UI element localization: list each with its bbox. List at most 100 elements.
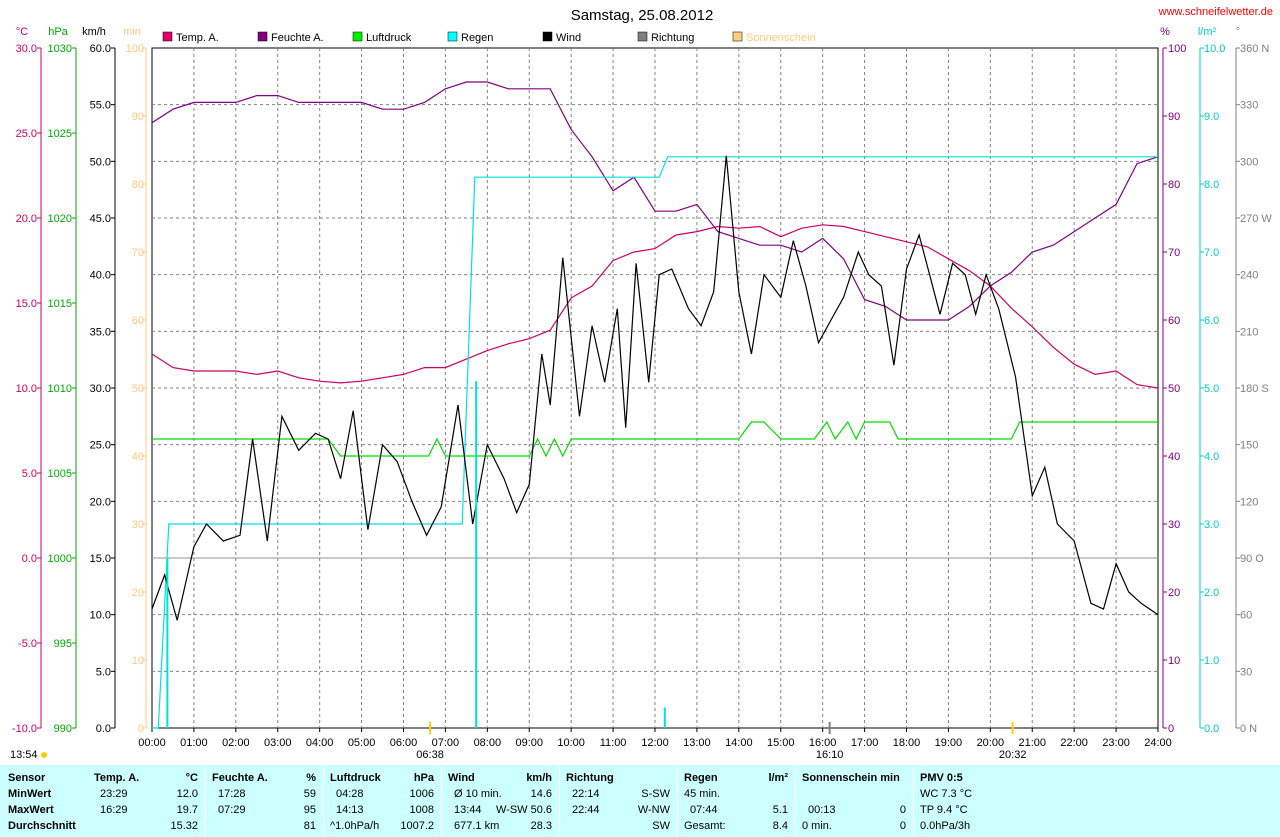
- hum-axis-tick-label: 0: [1168, 723, 1174, 735]
- rain-axis-tick-label: 10.0: [1204, 43, 1225, 55]
- wind-axis-tick-label: 0.0: [96, 723, 111, 735]
- series-luftdruck: [152, 420, 1158, 458]
- dir-min: S-SW: [641, 788, 670, 800]
- sun-axis-tick-label: 20: [132, 587, 144, 599]
- dir-axis-tick-label: 120: [1240, 496, 1258, 508]
- dir-axis-tick-label: 90 O: [1240, 553, 1264, 565]
- dir-head: Richtung: [566, 772, 614, 784]
- rain-total: 8.4: [772, 820, 788, 832]
- rain-axis-tick-label: 4.0: [1204, 451, 1219, 463]
- sunset-label: 20:32: [999, 749, 1027, 761]
- rain-axis-tick-label: 2.0: [1204, 587, 1219, 599]
- legend-swatch: [257, 31, 268, 42]
- x-tick-label: 12:00: [641, 737, 669, 749]
- x-tick-label: 00:00: [138, 737, 166, 749]
- wind-axis-tick-label: 40.0: [90, 270, 111, 282]
- sun-max-time: 00:13: [808, 804, 836, 816]
- wind-dist: 677.1 km: [454, 820, 500, 832]
- x-tick-label: 07:00: [432, 737, 460, 749]
- press-max: 1008: [409, 804, 434, 816]
- series-regen: [152, 156, 1158, 729]
- press-axis-tick-label: 995: [54, 638, 72, 650]
- x-tick-label: 14:00: [725, 737, 753, 749]
- sun-axis-tick-label: 50: [132, 383, 144, 395]
- wind-axis-tick-label: 30.0: [90, 383, 111, 395]
- hum-axis-unit: %: [1160, 26, 1170, 38]
- temp-min-time: 23:29: [100, 788, 128, 800]
- sun-axis-tick-label: 40: [132, 451, 144, 463]
- wind-head: Wind: [448, 772, 475, 784]
- dir-axis-tick-label: 300: [1240, 156, 1258, 168]
- legend-swatch: [732, 31, 743, 42]
- dir-axis-tick-label: 30: [1240, 666, 1252, 678]
- wind-axis-tick-label: 15.0: [90, 553, 111, 565]
- pmv-head: PMV 0:5: [920, 772, 963, 784]
- x-tick-label: 19:00: [935, 737, 963, 749]
- press-axis-tick-label: 1025: [48, 128, 72, 140]
- x-tick-label: 01:00: [180, 737, 208, 749]
- x-tick-label: 18:00: [893, 737, 921, 749]
- stats-row-sensor: Sensor: [8, 772, 46, 784]
- press-axis-tick-label: 990: [54, 723, 72, 735]
- rain-axis-tick-label: 9.0: [1204, 111, 1219, 123]
- hum-unit: %: [306, 772, 316, 784]
- dir-axis-tick-label: 210: [1240, 326, 1258, 338]
- hum-max: 95: [303, 804, 316, 816]
- wind-max: 50.6: [530, 804, 552, 816]
- press-unit: hPa: [413, 772, 434, 784]
- dir-axis-tick-label: 0 N: [1240, 723, 1257, 735]
- dir-avg: SW: [652, 820, 670, 832]
- hum-head: Feuchte A.: [212, 772, 268, 784]
- legend: Temp. A. Feuchte A. Luftdruck Regen Wind Rich…: [162, 31, 816, 44]
- press-max-time: 14:13: [336, 804, 364, 816]
- sun-axis-tick-label: 60: [132, 315, 144, 327]
- hum-axis-tick-label: 40: [1168, 451, 1180, 463]
- wind-axis-tick-label: 50.0: [90, 156, 111, 168]
- dir-axis-tick-label: 240: [1240, 270, 1258, 282]
- wind-max-time: 13:44: [454, 804, 482, 816]
- dir-axis-tick-label: 60: [1240, 610, 1252, 622]
- wind-avg: 14.6: [530, 788, 552, 800]
- sun-axis-unit: min: [123, 26, 141, 38]
- hum-axis-tick-label: 60: [1168, 315, 1180, 327]
- temp-max: 19.7: [176, 804, 198, 816]
- press-avg: 1007.2: [400, 820, 434, 832]
- hum-axis-tick-label: 30: [1168, 519, 1180, 531]
- temp-axis-tick-label: 10.0: [16, 383, 37, 395]
- sun-total: 0: [899, 820, 906, 832]
- press-min-time: 04:28: [336, 788, 364, 800]
- grid: [151, 47, 1159, 729]
- press-min: 1006: [409, 788, 434, 800]
- legend-swatch: [447, 31, 458, 42]
- series-wind: [151, 155, 1159, 621]
- rain-unit: l/m²: [768, 772, 788, 784]
- sun-axis-tick-label: 80: [132, 179, 144, 191]
- dir-min-time: 22:14: [572, 788, 600, 800]
- dir-max: W-NW: [637, 804, 670, 816]
- stats-row-min: MinWert: [8, 788, 52, 800]
- x-tick-label: 05:00: [348, 737, 376, 749]
- legend-label: Sonnenschein: [746, 32, 816, 44]
- pmv-wc: WC 7.3 °C: [920, 788, 973, 800]
- hum-axis-tick-label: 100: [1168, 43, 1186, 55]
- hum-axis-tick-label: 20: [1168, 587, 1180, 599]
- x-tick-label: 02:00: [222, 737, 250, 749]
- press-trend: ^1.0hPa/h: [330, 820, 380, 832]
- temp-axis-tick-label: -5.0: [18, 638, 37, 650]
- x-tick-label: 04:00: [306, 737, 334, 749]
- hum-max-time: 07:29: [218, 804, 246, 816]
- x-tick-label: 24:00: [1144, 737, 1172, 749]
- legend-swatch: [542, 31, 553, 42]
- temp-axis-tick-label: 30.0: [16, 43, 37, 55]
- sun-axis-tick-label: 90: [132, 111, 144, 123]
- dir-axis-tick-label: 360 N: [1240, 43, 1269, 55]
- legend-label: Luftdruck: [366, 32, 412, 44]
- pmv-tp: TP 9.4 °C: [920, 804, 968, 816]
- x-tick-label: 11:00: [600, 737, 627, 749]
- press-axis-unit: hPa: [48, 26, 68, 38]
- rain-axis-unit: l/m²: [1198, 26, 1217, 38]
- legend-swatch: [162, 31, 173, 42]
- sunrise-label: 06:38: [416, 749, 444, 761]
- temp-axis-tick-label: 15.0: [16, 298, 37, 310]
- legend-swatch: [352, 31, 363, 42]
